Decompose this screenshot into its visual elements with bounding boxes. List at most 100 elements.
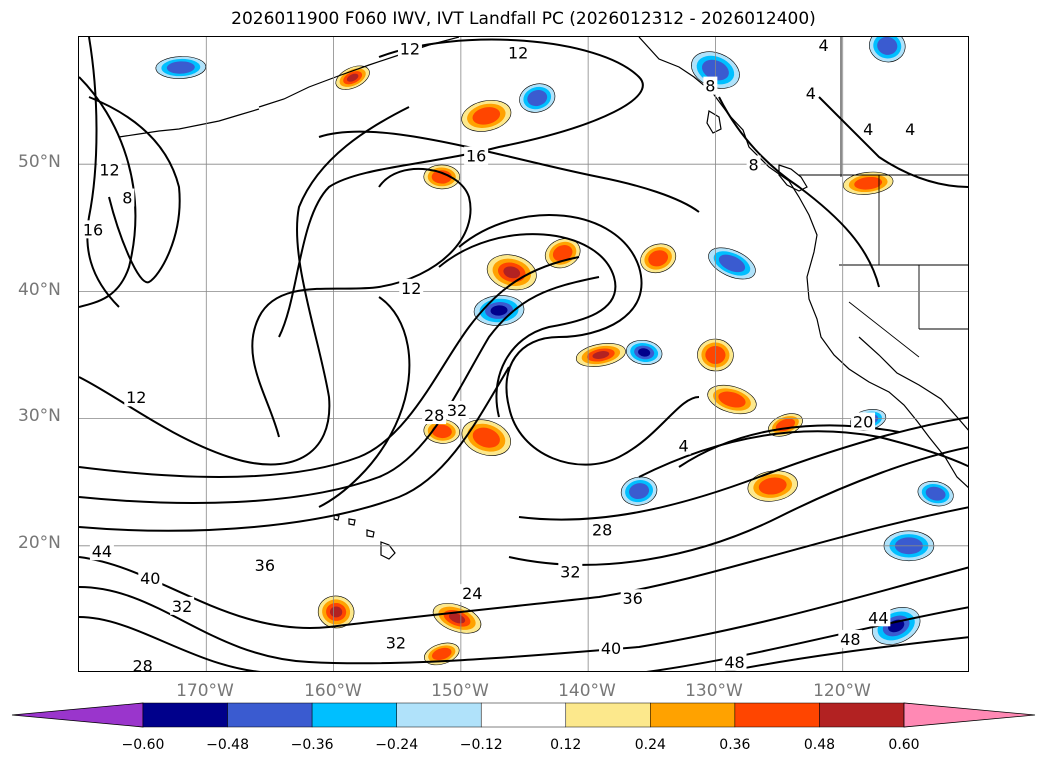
contour-label-bg <box>746 155 761 174</box>
ivt-negative-anomaly <box>527 90 548 107</box>
hawaii-oahu <box>348 518 356 526</box>
contour-label-bg <box>460 584 485 603</box>
north-america-coastline <box>638 37 968 488</box>
contour-label-bg <box>383 633 408 652</box>
contour-label: 12 <box>99 161 119 180</box>
lon-tick-150w: 150°W <box>431 681 489 701</box>
ivt-positive-anomaly <box>648 250 669 267</box>
ivt-positive-anomaly <box>330 606 343 618</box>
state-borders-west <box>839 175 968 358</box>
contour-label: 4 <box>863 120 873 139</box>
ivt-negative-anomaly <box>718 254 746 273</box>
contour-label-bg <box>464 146 489 165</box>
contour-label: 32 <box>172 597 192 616</box>
colorbar-tick-label: 0.48 <box>803 737 836 753</box>
contour-label-bg <box>81 220 106 239</box>
lon-tick-140w: 140°W <box>558 681 616 701</box>
colorbar-tick-label: −0.24 <box>375 737 419 753</box>
contour-label-bg <box>252 556 277 575</box>
iwv-contour-4-northeast <box>818 96 968 188</box>
map-panel[interactable]: 12 12 4 4 4 4 8 8 16 12 8 16 12 12 28 32 4 20 28 44 40 36 32 24… <box>78 36 969 672</box>
iwv-contour-28-west-loop <box>318 296 411 508</box>
contour-label-bg <box>422 406 447 425</box>
iwv-contour-12-west <box>79 76 137 308</box>
iwv-contour-28-south <box>518 416 968 521</box>
iwv-contour-16-west <box>86 37 120 308</box>
ivt-positive-anomaly <box>472 427 500 448</box>
colorbar-bin <box>311 702 397 728</box>
contour-label-bg <box>97 160 122 179</box>
lat-tick-50n: 50°N <box>18 152 61 172</box>
ivt-positive-anomaly <box>431 647 452 661</box>
coastline-layer <box>118 37 968 560</box>
ivt-negative-anomaly <box>638 348 651 357</box>
contour-label-bg <box>676 436 691 455</box>
contour-label: 36 <box>255 556 275 575</box>
iwv-contour-layer <box>79 37 968 671</box>
colorbar-tick-label: 0.36 <box>719 737 751 753</box>
colorbar-bin <box>565 702 651 728</box>
ivt-negative-anomaly <box>166 61 195 74</box>
contour-label: 8 <box>705 77 715 96</box>
hawaii-maui <box>366 529 375 538</box>
contour-label: 4 <box>905 120 915 139</box>
colorbar-bin <box>480 702 567 728</box>
contour-label: 4 <box>806 84 816 103</box>
contour-label: 28 <box>132 657 152 672</box>
colorbar-tick-label: −0.60 <box>121 737 165 753</box>
contour-label-bg <box>590 520 615 539</box>
contour-label-bg <box>124 388 149 407</box>
colorbar-bin <box>142 702 228 728</box>
colorbar-tick-label: −0.12 <box>459 737 503 753</box>
colorbar-tick-label: −0.48 <box>206 737 249 753</box>
contour-label: 32 <box>386 634 406 653</box>
lon-tick-120w: 120°W <box>813 681 871 701</box>
contour-label: 28 <box>592 521 612 540</box>
iwv-contour-36 <box>79 366 510 532</box>
iwv-contour-32 <box>79 276 600 504</box>
contour-label-bg <box>138 568 163 587</box>
colorbar-bin <box>396 702 482 728</box>
iwv-contour-16-north <box>318 130 700 213</box>
iwv-contour-8-west <box>88 96 181 284</box>
contour-label-bg <box>120 188 135 207</box>
contour-label-bg <box>838 629 863 648</box>
iwv-contour-16-mid <box>251 167 472 438</box>
alaska-coast <box>258 37 460 108</box>
ivt-positive-anomaly <box>503 266 521 279</box>
contour-label-bg <box>599 638 624 657</box>
contour-label-bg <box>861 119 876 138</box>
iwv-contour-44-south <box>79 606 968 671</box>
ivt-positive-anomaly <box>718 391 746 408</box>
lon-tick-160w: 160°W <box>304 681 362 701</box>
colorbar-tick-label: 0.24 <box>634 737 666 753</box>
contour-label-bg <box>620 589 645 608</box>
ivt-positive-anomaly <box>552 245 573 262</box>
iwv-contour-20-east <box>638 430 968 478</box>
colorbar-extend-low <box>11 702 144 728</box>
colorbar-bin <box>819 702 905 728</box>
contour-label: 48 <box>724 653 744 672</box>
contour-label: 40 <box>601 639 621 658</box>
iwv-contour-40-south <box>79 566 968 665</box>
contour-label: 16 <box>466 147 486 166</box>
lat-tick-40n: 40°N <box>18 280 61 300</box>
hawaii-big-island <box>380 541 396 560</box>
contour-label-bg <box>903 119 918 138</box>
contour-label: 28 <box>424 406 444 425</box>
ivt-positive-anomaly <box>431 424 452 439</box>
ivt-negative-anomaly <box>877 37 898 55</box>
contour-label-bg <box>89 542 114 561</box>
lon-tick-170w: 170°W <box>176 681 234 701</box>
contour-label: 32 <box>560 563 580 582</box>
iwv-contour-32-south <box>508 446 968 566</box>
lat-tick-30n: 30°N <box>18 406 61 426</box>
colorbar-bin <box>650 702 736 728</box>
colorbar-bin <box>227 702 313 728</box>
colorbar-extend-high <box>903 702 1036 728</box>
ivt-positive-anomaly <box>431 170 452 184</box>
iwv-contour-8-northeast <box>718 96 880 288</box>
ivt-positive-anomaly <box>346 73 359 82</box>
